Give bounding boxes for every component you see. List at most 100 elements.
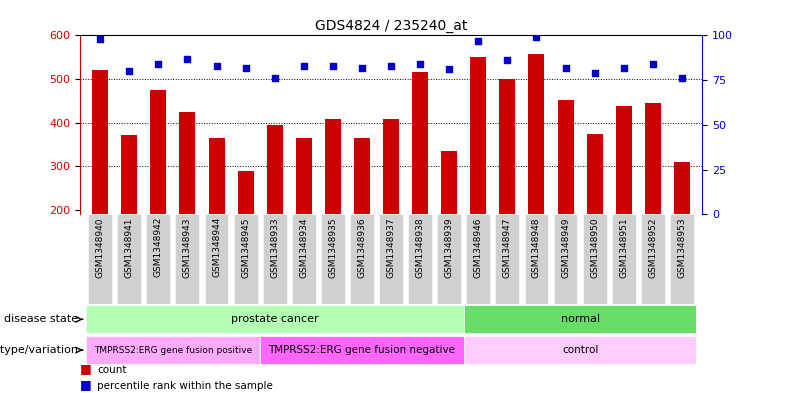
Text: GSM1348951: GSM1348951 (619, 217, 628, 278)
Bar (466, 215, 490, 304)
Point (530, 34, 543, 40)
Bar (208, 138, 224, 215)
Point (472, 38, 484, 44)
Bar (260, 336, 464, 364)
Bar (121, 135, 137, 215)
Bar (645, 103, 661, 215)
Bar (204, 215, 228, 304)
Bar (612, 215, 636, 304)
Bar (441, 151, 457, 215)
Bar (587, 134, 602, 215)
Bar (558, 100, 574, 215)
Bar (146, 215, 170, 304)
Point (413, 61, 426, 67)
Bar (379, 215, 403, 304)
Bar (321, 215, 345, 304)
Bar (670, 215, 693, 304)
Text: GSM1348939: GSM1348939 (444, 217, 454, 278)
Text: GSM1348952: GSM1348952 (648, 217, 658, 277)
Bar (641, 215, 665, 304)
Text: GSM1348942: GSM1348942 (154, 217, 163, 277)
Bar (528, 54, 544, 215)
Bar (234, 215, 258, 304)
Text: ■: ■ (80, 362, 92, 375)
Text: GSM1348946: GSM1348946 (474, 217, 483, 277)
Bar (263, 215, 286, 304)
Text: GSM1348938: GSM1348938 (416, 217, 425, 278)
Bar (383, 119, 399, 215)
Bar (409, 215, 432, 304)
Bar (117, 215, 141, 304)
Point (356, 64, 369, 71)
Text: GSM1348950: GSM1348950 (591, 217, 599, 278)
Text: GSM1348937: GSM1348937 (386, 217, 396, 278)
Text: GSM1348948: GSM1348948 (532, 217, 541, 277)
Bar (554, 215, 578, 304)
Point (588, 70, 601, 76)
Text: GSM1348945: GSM1348945 (241, 217, 250, 277)
Point (94, 36, 107, 42)
Bar (292, 215, 316, 304)
Bar (616, 106, 632, 215)
Bar (89, 215, 112, 304)
Text: disease state: disease state (4, 314, 78, 324)
Text: GSM1348933: GSM1348933 (271, 217, 279, 278)
Text: control: control (562, 345, 598, 355)
Bar (296, 138, 312, 215)
Bar (674, 162, 690, 215)
Point (123, 68, 136, 74)
Bar (437, 215, 461, 304)
Text: TMPRSS2:ERG gene fusion negative: TMPRSS2:ERG gene fusion negative (268, 345, 456, 355)
Point (181, 55, 194, 62)
Text: GSM1348941: GSM1348941 (124, 217, 134, 277)
Bar (350, 215, 373, 304)
Point (646, 61, 659, 67)
Bar (85, 305, 464, 333)
Point (326, 62, 339, 69)
Point (675, 75, 688, 81)
Text: GSM1348953: GSM1348953 (678, 217, 686, 278)
Bar (325, 119, 341, 215)
Bar (267, 125, 282, 215)
Bar (92, 70, 109, 215)
Point (268, 75, 281, 81)
Text: GSM1348940: GSM1348940 (96, 217, 105, 277)
Point (385, 62, 397, 69)
Bar (500, 79, 516, 215)
Bar (180, 112, 196, 215)
Bar (464, 336, 697, 364)
Text: percentile rank within the sample: percentile rank within the sample (97, 381, 273, 391)
Bar (412, 72, 428, 215)
Text: genotype/variation: genotype/variation (0, 345, 78, 355)
Point (618, 64, 630, 71)
Text: GSM1348947: GSM1348947 (503, 217, 512, 277)
Point (559, 64, 572, 71)
Bar (85, 336, 260, 364)
Title: GDS4824 / 235240_at: GDS4824 / 235240_at (315, 19, 467, 33)
Point (501, 57, 514, 64)
Bar (464, 305, 697, 333)
Text: normal: normal (560, 314, 599, 324)
Point (152, 61, 164, 67)
Point (210, 62, 223, 69)
Bar (496, 215, 519, 304)
Text: ■: ■ (80, 378, 92, 391)
Bar (150, 90, 166, 215)
Bar (524, 215, 548, 304)
Point (239, 64, 252, 71)
Bar (470, 57, 486, 215)
Text: count: count (97, 365, 127, 375)
Text: GSM1348943: GSM1348943 (183, 217, 192, 277)
Text: GSM1348949: GSM1348949 (561, 217, 570, 277)
Point (298, 62, 310, 69)
Bar (354, 138, 370, 215)
Bar (238, 171, 254, 215)
Bar (176, 215, 200, 304)
Text: prostate cancer: prostate cancer (231, 314, 318, 324)
Text: GSM1348944: GSM1348944 (212, 217, 221, 277)
Point (443, 66, 456, 73)
Text: GSM1348934: GSM1348934 (299, 217, 308, 277)
Bar (583, 215, 606, 304)
Text: GSM1348936: GSM1348936 (358, 217, 366, 278)
Text: GSM1348935: GSM1348935 (328, 217, 338, 278)
